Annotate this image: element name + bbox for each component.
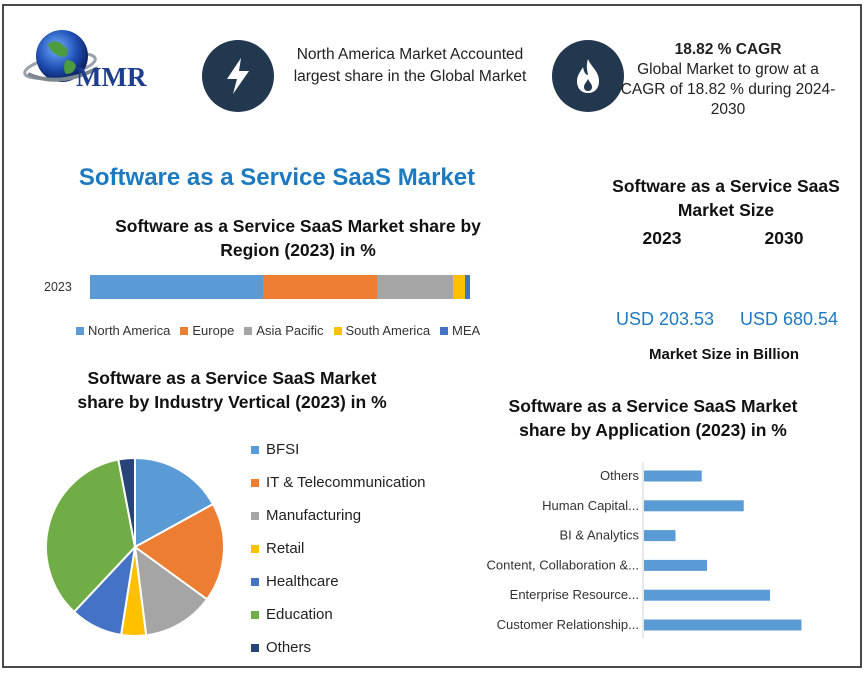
legend-swatch: [251, 478, 259, 487]
application-bar-bi-analytics: [644, 530, 676, 542]
region-category-label: 2023: [44, 280, 72, 294]
legend-swatch: [251, 544, 259, 553]
application-bar-customer-relationship: [644, 619, 802, 631]
legend-label: Europe: [192, 323, 235, 338]
application-bar-chart: Others Human Capital... BI & Analytics Cont…: [487, 462, 802, 638]
application-category-label: Enterprise Resource...: [510, 587, 639, 602]
legend-label: Retail: [266, 540, 305, 557]
industry-legend-item-retail: Retail: [251, 532, 426, 565]
legend-label: BFSI: [266, 441, 300, 458]
legend-label: IT & Telecommunication: [266, 474, 426, 491]
legend-swatch: [244, 326, 253, 335]
application-category-label: Human Capital...: [542, 498, 639, 513]
region-legend-item-south-america: South America: [333, 323, 431, 338]
legend-swatch: [251, 445, 259, 454]
region-legend: North America Europe Asia Pacific South Ame…: [76, 323, 480, 338]
application-bar-others: [644, 470, 702, 482]
cagr-title: 18.82 % CAGR: [674, 41, 782, 58]
cagr-text: Global Market to grow at a CAGR of 18.82…: [620, 61, 836, 118]
legend-label: South America: [345, 323, 431, 338]
pie-slice-bfsi: [134, 456, 215, 549]
logo-text: MMR: [76, 62, 147, 92]
application-bar-content-collaboration: [644, 559, 707, 571]
application-category-label: Customer Relationship...: [497, 617, 639, 632]
legend-swatch: [180, 326, 189, 335]
region-stacked-bar: [90, 275, 470, 299]
legend-swatch: [251, 643, 259, 652]
legend-swatch: [333, 326, 342, 335]
pie-slice-education: [45, 458, 137, 614]
region-legend-item-mea: MEA: [440, 323, 480, 338]
market-size-title: Software as a Service SaaS Market Size: [612, 176, 840, 220]
cagr-block: 18.82 % CAGR Global Market to grow at a …: [616, 40, 840, 120]
market-size-2030: USD 680.54: [739, 309, 839, 329]
region-bar-segment-north-america: [90, 275, 263, 299]
region-chart-title: Software as a Service SaaS Market share …: [115, 216, 481, 260]
legend-swatch: [251, 610, 259, 619]
application-category-label: Others: [600, 468, 640, 483]
year-2030-label: 2030: [764, 228, 804, 248]
legend-label: MEA: [452, 323, 481, 338]
legend-label: North America: [88, 323, 171, 338]
application-bar-human-capital: [644, 500, 744, 512]
application-chart-title: Software as a Service SaaS Market share …: [508, 396, 798, 440]
region-legend-item-asia-pacific: Asia Pacific: [244, 323, 324, 338]
region-legend-item-north-america: North America: [76, 323, 170, 338]
legend-swatch: [251, 577, 259, 586]
flame-icon: [552, 40, 624, 112]
legend-label: Healthcare: [266, 573, 339, 590]
industry-legend-item-manufacturing: Manufacturing: [251, 499, 426, 532]
region-bar-segment-asia-pacific: [376, 275, 453, 299]
industry-legend-item-bfsi: BFSI: [251, 433, 426, 466]
legend-label: Manufacturing: [266, 507, 362, 524]
legend-swatch: [76, 326, 84, 335]
pie-slice-others: [117, 456, 136, 548]
region-legend-item-europe: Europe: [180, 323, 234, 338]
industry-legend-item-it-telecommunication: IT & Telecommunication: [251, 466, 426, 499]
lightning-icon: [202, 40, 274, 112]
application-category-label: Content, Collaboration &...: [487, 557, 639, 572]
pie-slice-manufacturing: [133, 544, 209, 637]
legend-swatch: [440, 326, 449, 335]
industry-chart-title: Software as a Service SaaS Market share …: [77, 368, 387, 412]
globe-logo-icon: MMR: [23, 30, 147, 92]
legend-label: Others: [266, 639, 312, 656]
legend-label: Asia Pacific: [256, 323, 324, 338]
region-bar-segment-south-america: [452, 275, 466, 299]
industry-legend-item-education: Education: [251, 598, 426, 631]
pie-slice-it-telecommunication: [133, 502, 225, 601]
market-size-2023: USD 203.53: [615, 309, 715, 329]
highlight-text: North America Market Accounted largest s…: [293, 46, 527, 85]
region-bar-segment-europe: [262, 275, 377, 299]
market-size-note: Market Size in Billion: [648, 346, 800, 363]
industry-pie-chart: [45, 456, 225, 637]
application-bar-enterprise-resource: [644, 589, 770, 601]
legend-swatch: [251, 511, 259, 520]
industry-legend: BFSI IT & Telecommunication Manufacturing R…: [251, 433, 426, 664]
application-category-label: BI & Analytics: [560, 528, 640, 543]
industry-legend-item-healthcare: Healthcare: [251, 565, 426, 598]
infographic-frame: MMR North America Market Accounted large…: [2, 4, 862, 668]
year-2023-label: 2023: [642, 228, 682, 248]
industry-legend-item-others: Others: [251, 631, 426, 664]
main-title: Software as a Service SaaS Market: [78, 164, 476, 191]
region-bar-segment-mea: [465, 275, 470, 299]
mmr-logo: MMR: [18, 24, 180, 102]
legend-label: Education: [266, 606, 333, 623]
